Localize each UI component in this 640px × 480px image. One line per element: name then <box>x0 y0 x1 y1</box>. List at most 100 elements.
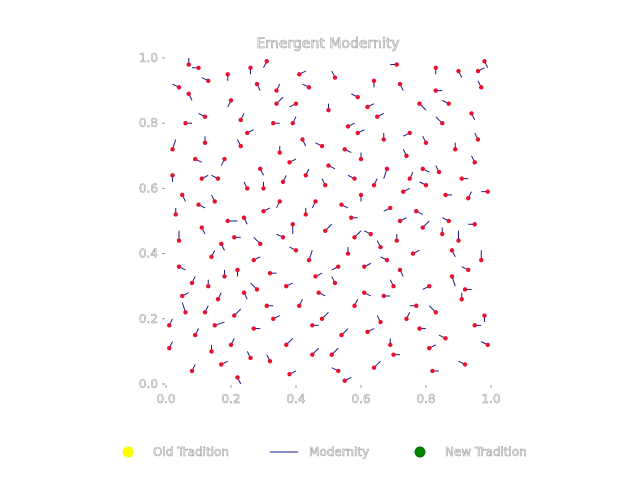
agent-69 <box>173 207 178 217</box>
agent-70 <box>375 112 384 119</box>
agent-point <box>443 192 448 198</box>
agent-158 <box>352 230 362 240</box>
agent-point <box>475 68 481 74</box>
agent-point <box>433 310 438 315</box>
agent-166 <box>225 72 230 81</box>
agent-95 <box>287 370 297 377</box>
agent-point <box>183 121 188 126</box>
agent-point <box>336 368 341 374</box>
agent-91 <box>364 230 373 237</box>
agent-point <box>199 176 204 181</box>
agent-165 <box>427 344 436 351</box>
agent-180 <box>172 83 182 90</box>
agent-182 <box>420 166 430 173</box>
agent-point <box>362 264 367 269</box>
agent-point <box>219 362 224 367</box>
agent-point <box>378 244 383 250</box>
agent-point <box>297 72 302 77</box>
agent-149 <box>211 174 221 181</box>
agent-65 <box>402 149 409 158</box>
agent-point <box>462 287 468 292</box>
agent-176 <box>274 96 284 106</box>
agent-point <box>423 182 429 188</box>
agent-point <box>316 290 321 295</box>
chart-title: Emergent Modernity <box>256 36 399 52</box>
agent-point <box>254 81 260 87</box>
agent-point <box>342 147 347 152</box>
y-tick-label: 1.0 <box>139 51 158 65</box>
agent-point <box>365 104 370 110</box>
agent-179 <box>355 129 365 136</box>
agent-point <box>355 94 360 100</box>
agent-184 <box>376 315 383 325</box>
agent-point <box>300 137 305 142</box>
agent-point <box>193 156 198 162</box>
agent-72 <box>300 137 307 147</box>
agent-156 <box>442 99 451 106</box>
agent-point <box>245 186 250 191</box>
agent-122 <box>397 217 407 224</box>
agent-170 <box>193 156 202 163</box>
agent-point <box>277 199 282 204</box>
x-axis: 0.0 0.2 0.4 0.6 0.8 1.0 <box>156 385 501 406</box>
agent-124 <box>456 68 463 78</box>
agent-point <box>193 332 198 338</box>
agent-point <box>336 264 341 269</box>
legend-label: Modernity <box>309 445 369 459</box>
agent-26 <box>284 338 294 348</box>
agent-89 <box>453 142 458 152</box>
agent-74 <box>201 77 211 84</box>
agent-97 <box>199 225 206 235</box>
agent-point <box>485 342 490 348</box>
agent-20 <box>362 290 371 297</box>
agent-point <box>459 297 464 302</box>
agent-point <box>186 91 191 97</box>
agent-22 <box>433 88 443 93</box>
agent-point <box>180 192 185 198</box>
agent-111 <box>289 246 299 253</box>
agent-14 <box>212 321 225 328</box>
agent-63 <box>459 292 464 302</box>
agent-146 <box>251 256 261 263</box>
agent-point <box>410 251 416 256</box>
agent-40 <box>419 181 429 188</box>
agent-38 <box>371 78 377 88</box>
agent-point <box>417 101 422 106</box>
agent-point <box>176 85 182 90</box>
agent-85 <box>274 83 281 93</box>
plot-area <box>167 58 490 385</box>
agent-point <box>284 284 289 289</box>
agent-point <box>271 121 276 126</box>
agent-88 <box>339 328 349 338</box>
agent-point <box>404 316 409 321</box>
agent-131 <box>339 202 349 209</box>
agent-172 <box>474 132 481 142</box>
agent-53 <box>331 276 338 286</box>
agent-point <box>219 241 224 247</box>
agent-point <box>313 274 318 279</box>
agent-3 <box>475 67 485 74</box>
agent-point <box>420 166 425 172</box>
agent-15 <box>277 146 282 155</box>
agent-point <box>453 147 458 152</box>
agent-83 <box>358 192 364 202</box>
agent-point <box>206 78 211 84</box>
agent-48 <box>290 222 295 235</box>
agent-point <box>332 75 338 80</box>
agent-160 <box>397 81 404 91</box>
legend-marker <box>122 446 134 458</box>
agent-point <box>472 323 477 328</box>
agent-173 <box>342 377 352 383</box>
agent-110 <box>228 338 235 348</box>
agent-point <box>446 218 451 224</box>
agent-point <box>215 297 221 302</box>
agent-point <box>212 199 217 204</box>
agent-point <box>290 222 295 227</box>
agent-100 <box>248 65 253 75</box>
agent-point <box>209 349 214 354</box>
agent-point <box>397 81 403 87</box>
agent-point <box>388 205 393 211</box>
agent-point <box>232 313 237 318</box>
agent-121 <box>276 199 282 209</box>
